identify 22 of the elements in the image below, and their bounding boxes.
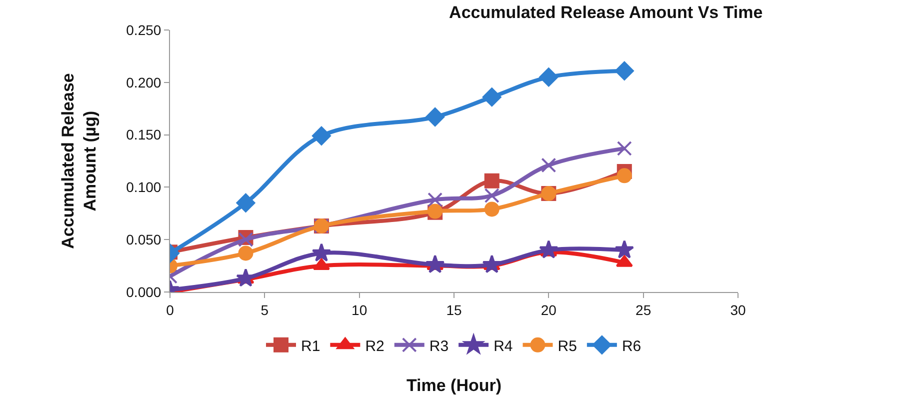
- x-tick-label: 5: [260, 302, 269, 318]
- y-tick-label: 0.150: [126, 126, 162, 143]
- x-tick-label: 15: [446, 302, 462, 318]
- x-tick-label: 0: [166, 302, 174, 318]
- legend-label: R6: [622, 338, 642, 355]
- legend-label: R1: [301, 338, 320, 355]
- x-axis-title: Time (Hour): [406, 376, 502, 396]
- legend-label: R4: [494, 338, 513, 355]
- y-tick-label: 0.000: [126, 284, 162, 300]
- legend-label: R5: [558, 338, 577, 355]
- chart-title: Accumulated Release Amount Vs Time: [449, 3, 763, 22]
- y-tick-label: 0.050: [126, 232, 162, 248]
- x-tick-label: 30: [730, 302, 746, 318]
- x-tick-label: 25: [636, 302, 652, 318]
- y-axis-title: Accumulated Release Amount (µg): [58, 73, 100, 249]
- y-tick-label: 0.200: [126, 74, 162, 90]
- legend-label: R2: [365, 338, 384, 355]
- legend-label: R3: [429, 338, 449, 355]
- y-tick-label: 0.250: [126, 22, 162, 38]
- x-tick-label: 10: [352, 302, 368, 318]
- x-tick-label: 20: [540, 302, 557, 318]
- y-tick-label: 0.100: [126, 179, 162, 196]
